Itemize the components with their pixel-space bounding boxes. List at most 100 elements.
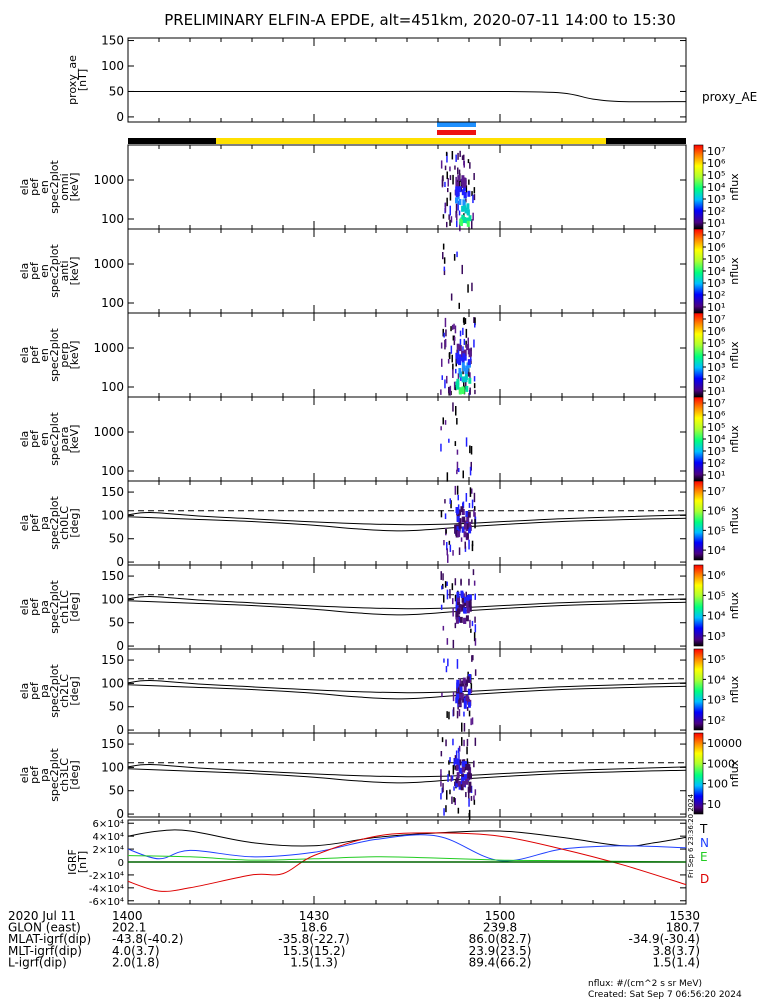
science-zone-red [437,130,476,135]
spec-core-pixel [455,781,459,788]
spec-pixel [459,222,461,232]
spec-pixel [474,669,477,676]
spec-pixel [456,449,459,455]
spec-pixel [446,638,449,645]
spec-core-pixel [464,680,468,687]
y-label-line: pef [28,177,41,196]
spec-pixel [461,737,463,746]
spec-pixel [474,737,477,746]
spec-pixel [468,503,471,508]
colorbar-tick-label: 10⁴ [707,265,726,278]
spec-pixel [471,282,473,292]
spec-core-pixel [463,697,467,704]
spec-pixel [464,318,467,325]
y-label-line: pef [28,261,41,280]
colorbar-tick-label: 10³ [707,361,725,374]
y-tick-label: 100 [101,380,124,394]
colorbar-tick-label: 10⁵ [707,589,725,602]
spec-core-pixel [461,761,465,768]
spec-core-pixel [468,521,471,528]
x-row-value: 239.8 [483,921,517,935]
spec-core-pixel [456,343,460,350]
spec-core-pixel [467,190,471,197]
spec-core-pixel [461,175,465,182]
colorbar-tick-label: 10⁴ [707,610,726,623]
spec-core-pixel [456,682,460,689]
spec-pixel [471,540,474,547]
series-line-T [127,829,687,847]
spec-pixel [471,655,473,662]
y-label-line: spec2plot [48,748,61,802]
spec-pixel [469,619,471,628]
spec-pixel [454,325,457,334]
spec-core-pixel [466,362,470,369]
spec-pixel [450,216,453,223]
loss-cone-line [127,600,687,616]
spec-pixel [444,581,447,588]
spec-core-pixel [459,218,463,225]
y-label-line: en [38,432,51,446]
spec-core-pixel [463,774,467,781]
spec-pixel [463,739,465,747]
spec-pixel [454,524,456,534]
spec-pixel [474,624,477,633]
y-tick-label: 6×10⁴ [93,819,124,830]
spec-pixel [473,317,475,323]
spec-core-pixel [458,759,462,766]
spec-core-pixel [457,687,461,694]
spec-core-pixel [461,376,465,383]
spec-pixel [472,194,474,204]
spec-pixel [454,165,456,170]
spec-pixel [443,808,445,816]
science-zone-blue [437,122,476,127]
y-tick-label: 0 [116,110,124,124]
spec-pixel [452,402,454,412]
colorbar-tick-label: 10⁶ [707,241,726,254]
spec-core-pixel [457,175,461,182]
spec-pixel [448,770,450,776]
spec-pixel [455,385,457,391]
y-tick-label: 150 [101,653,124,667]
spec-core-pixel [463,607,467,614]
spec-pixel [472,212,474,221]
spec-pixel [473,173,475,180]
spec-pixel [450,345,453,354]
spec-core-pixel [460,592,464,598]
shadow-bar-left [128,138,216,144]
spec-pixel [440,443,442,452]
spec-core-pixel [466,607,470,614]
spec-pixel [458,745,461,752]
spec-pixel [464,541,466,549]
spec-pixel [470,683,473,692]
y-label-line: pef [28,513,41,532]
spec-pixel [473,509,475,517]
y-label-line: para [58,427,71,452]
spec-core-pixel [465,764,469,770]
spec-pixel [457,373,460,382]
spec-pixel [449,205,451,216]
spec-core-pixel [465,532,469,539]
spec-core-pixel [466,600,470,607]
colorbar-tick-label: 10⁷ [707,397,725,410]
anti-loss-cone-line [127,764,687,778]
spec-pixel [453,758,455,767]
spec-pixel [463,154,465,161]
spec-core-pixel [463,523,467,530]
spec-pixel [464,546,467,552]
spec-core-pixel [463,531,467,538]
spec-pixel [446,589,449,600]
y-tick-label: 0 [118,858,124,869]
panel-frame [127,312,687,398]
y-label-line: spec2plot [48,160,61,214]
spec-core-pixel [467,772,471,779]
panel-9: IGRF[nT] -6×10⁴ -4×10⁴ -2×10⁴ 0 2×10⁴ 4×10⁴ 6×1… [66,819,687,908]
spec-pixel [470,688,473,694]
spec-pixel [458,547,461,555]
spec-pixel [449,544,452,552]
spec-pixel [444,317,447,328]
y-label-line: [nT] [76,69,89,91]
x-row-value: 2.0(1.8) [112,955,160,969]
y-label-line: [deg] [68,592,81,621]
spec-pixel [468,710,471,717]
colorbar [693,648,704,731]
